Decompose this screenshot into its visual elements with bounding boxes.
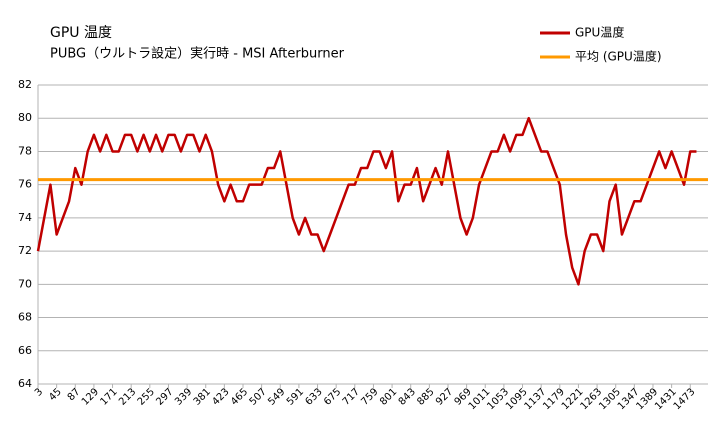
y-tick-label: 82 [18,78,32,91]
data-line [36,116,697,286]
x-tick-label: 675 [322,386,343,407]
y-tick-label: 74 [18,211,32,224]
y-tick-label: 70 [18,277,32,290]
x-tick-label: 927 [434,386,455,407]
x-tick-label: 3 [33,386,45,398]
x-tick-label: 255 [136,386,157,407]
x-tick-label: 423 [210,386,231,407]
x-tick-label: 1473 [672,386,698,412]
chart-subtitle: PUBG（ウルトラ設定）実行時 - MSI Afterburner [50,46,345,62]
x-tick-label: 297 [154,386,175,407]
y-tick-label: 72 [18,244,32,257]
y-tick-label: 64 [18,377,32,390]
chart-title: GPU 温度 [50,25,112,41]
y-tick-label: 68 [18,311,32,324]
x-tick-label: 885 [415,386,436,407]
x-tick-label: 213 [117,386,138,407]
y-tick-label: 78 [18,144,32,157]
x-tick-label: 339 [173,386,194,407]
x-tick-label: 465 [229,386,250,407]
x-tick-label: 843 [397,386,418,407]
legend-label: 平均 (GPU温度) [575,49,662,64]
legend-label: GPU温度 [575,25,624,40]
y-tick-label: 76 [18,178,32,191]
x-tick-label: 507 [248,386,269,407]
x-tick-label: 717 [341,386,362,407]
x-tick-label: 633 [303,386,324,407]
x-tick-label: 759 [359,386,380,407]
x-tick-label: 171 [99,386,120,407]
x-tick-label: 801 [378,386,399,407]
x-tick-label: 129 [80,386,101,407]
x-tick-label: 591 [285,386,306,407]
x-tick-label: 45 [47,386,64,403]
x-tick-label: 549 [266,386,287,407]
x-tick-label: 381 [192,386,213,407]
y-tick-label: 80 [18,111,32,124]
y-tick-label: 66 [18,344,32,357]
